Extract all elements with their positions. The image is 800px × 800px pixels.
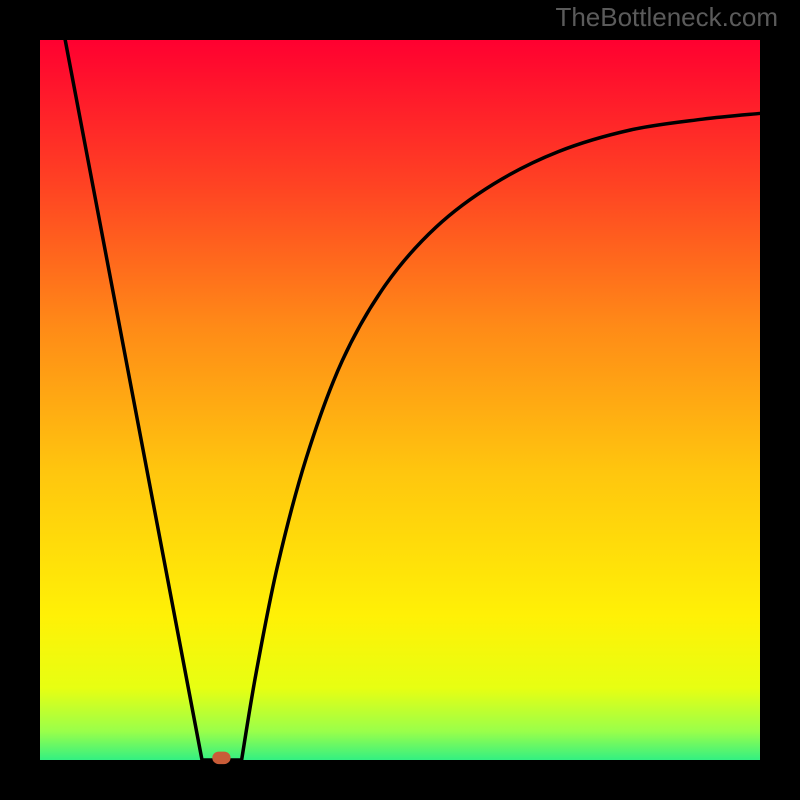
- branding-watermark: TheBottleneck.com: [555, 2, 778, 33]
- plot-background-gradient: [40, 40, 760, 760]
- chart-container: TheBottleneck.com: [0, 0, 800, 800]
